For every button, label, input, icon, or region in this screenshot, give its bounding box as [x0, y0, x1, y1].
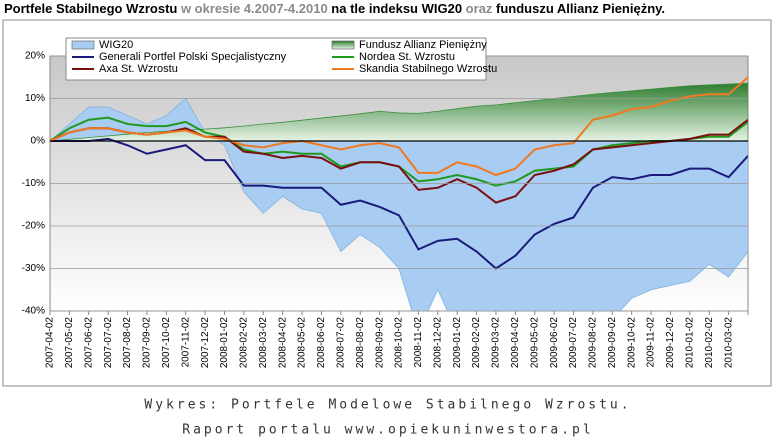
- x-tick-label: 2009-02-02: [471, 317, 482, 369]
- y-tick-label: 20%: [25, 51, 45, 62]
- x-tick-label: 2008-02-02: [239, 317, 250, 369]
- x-tick-label: 2008-09-02: [374, 317, 385, 369]
- x-tick-label: 2008-07-02: [335, 317, 346, 369]
- legend-text: WIG20: [99, 39, 133, 51]
- y-tick-label: 0%: [31, 136, 46, 147]
- x-tick-label: 2007-11-02: [180, 317, 191, 368]
- x-tick-label: 2007-09-02: [142, 317, 153, 369]
- y-tick-label: -10%: [22, 178, 45, 189]
- y-tick-label: -20%: [22, 221, 45, 232]
- x-tick-label: 2009-10-02: [626, 317, 637, 369]
- x-tick-label: 2007-06-02: [83, 317, 94, 369]
- line: [50, 137, 748, 270]
- x-tick-label: 2010-02-02: [704, 317, 715, 369]
- x-tick-label: 2007-10-02: [161, 317, 172, 369]
- footer: Wykres: Portfele Modelowe Stabilnego Wzr…: [144, 398, 631, 413]
- x-tick-label: 2009-01-02: [452, 317, 463, 369]
- legend-text: Fundusz Allianz Pieniężny: [359, 39, 487, 51]
- legend-text: Axa St. Wzrostu: [99, 63, 178, 75]
- x-tick-label: 2008-10-02: [394, 317, 405, 369]
- x-tick-label: 2009-05-02: [529, 317, 540, 369]
- x-tick-label: 2008-06-02: [316, 317, 327, 369]
- title-part: oraz: [462, 1, 493, 16]
- x-tick-label: 2009-08-02: [588, 317, 599, 369]
- legend-text: Generali Portfel Polski Specjalistyczny: [99, 51, 287, 63]
- x-tick-label: 2009-04-02: [510, 317, 521, 369]
- legend-text: Skandia Stabilnego Wzrostu: [359, 63, 497, 75]
- line: [50, 76, 748, 177]
- x-tick-label: 2007-08-02: [122, 317, 133, 369]
- x-tick-label: 2009-09-02: [607, 317, 618, 369]
- x-tick-label: 2007-04-02: [45, 317, 56, 369]
- x-tick-label: 2009-07-02: [568, 317, 579, 369]
- chart-title: Portfele Stabilnego Wzrostu w okresie 4.…: [4, 1, 665, 16]
- legend-swatch: [71, 40, 95, 50]
- legend-text: Nordea St. Wzrostu: [359, 51, 455, 63]
- footer: Raport portalu www.opiekuninwestora.pl: [182, 423, 593, 438]
- x-tick-label: 2008-01-02: [219, 317, 230, 369]
- title-part: Portfele Stabilnego Wzrostu: [4, 1, 177, 16]
- x-tick-label: 2008-03-02: [258, 317, 269, 369]
- y-tick-label: -30%: [22, 263, 45, 274]
- title-part: na tle indeksu WIG20: [328, 1, 462, 16]
- x-tick-label: 2009-11-02: [646, 317, 657, 368]
- x-tick-label: 2010-03-02: [723, 317, 734, 369]
- x-tick-label: 2007-12-02: [200, 317, 211, 369]
- y-tick-label: -40%: [22, 306, 45, 317]
- x-tick-label: 2008-08-02: [355, 317, 366, 369]
- x-tick-label: 2007-05-02: [64, 317, 75, 369]
- x-tick-label: 2009-03-02: [491, 317, 502, 369]
- legend-box: [65, 37, 487, 81]
- legend-swatch: [331, 40, 355, 50]
- x-tick-label: 2007-07-02: [103, 317, 114, 369]
- x-tick-label: 2008-11-02: [413, 317, 424, 368]
- x-tick-label: 2009-12-02: [665, 317, 676, 369]
- area: [50, 97, 748, 311]
- x-tick-label: 2010-01-02: [684, 317, 695, 369]
- x-tick-label: 2008-05-02: [297, 317, 308, 369]
- title-part: w okresie 4.2007-4.2010: [177, 1, 327, 16]
- title-part: funduszu Allianz Pieniężny.: [492, 1, 665, 16]
- y-tick-label: 10%: [25, 93, 45, 104]
- x-tick-label: 2008-12-02: [432, 317, 443, 369]
- x-tick-label: 2009-06-02: [549, 317, 560, 369]
- x-tick-label: 2008-04-02: [277, 317, 288, 369]
